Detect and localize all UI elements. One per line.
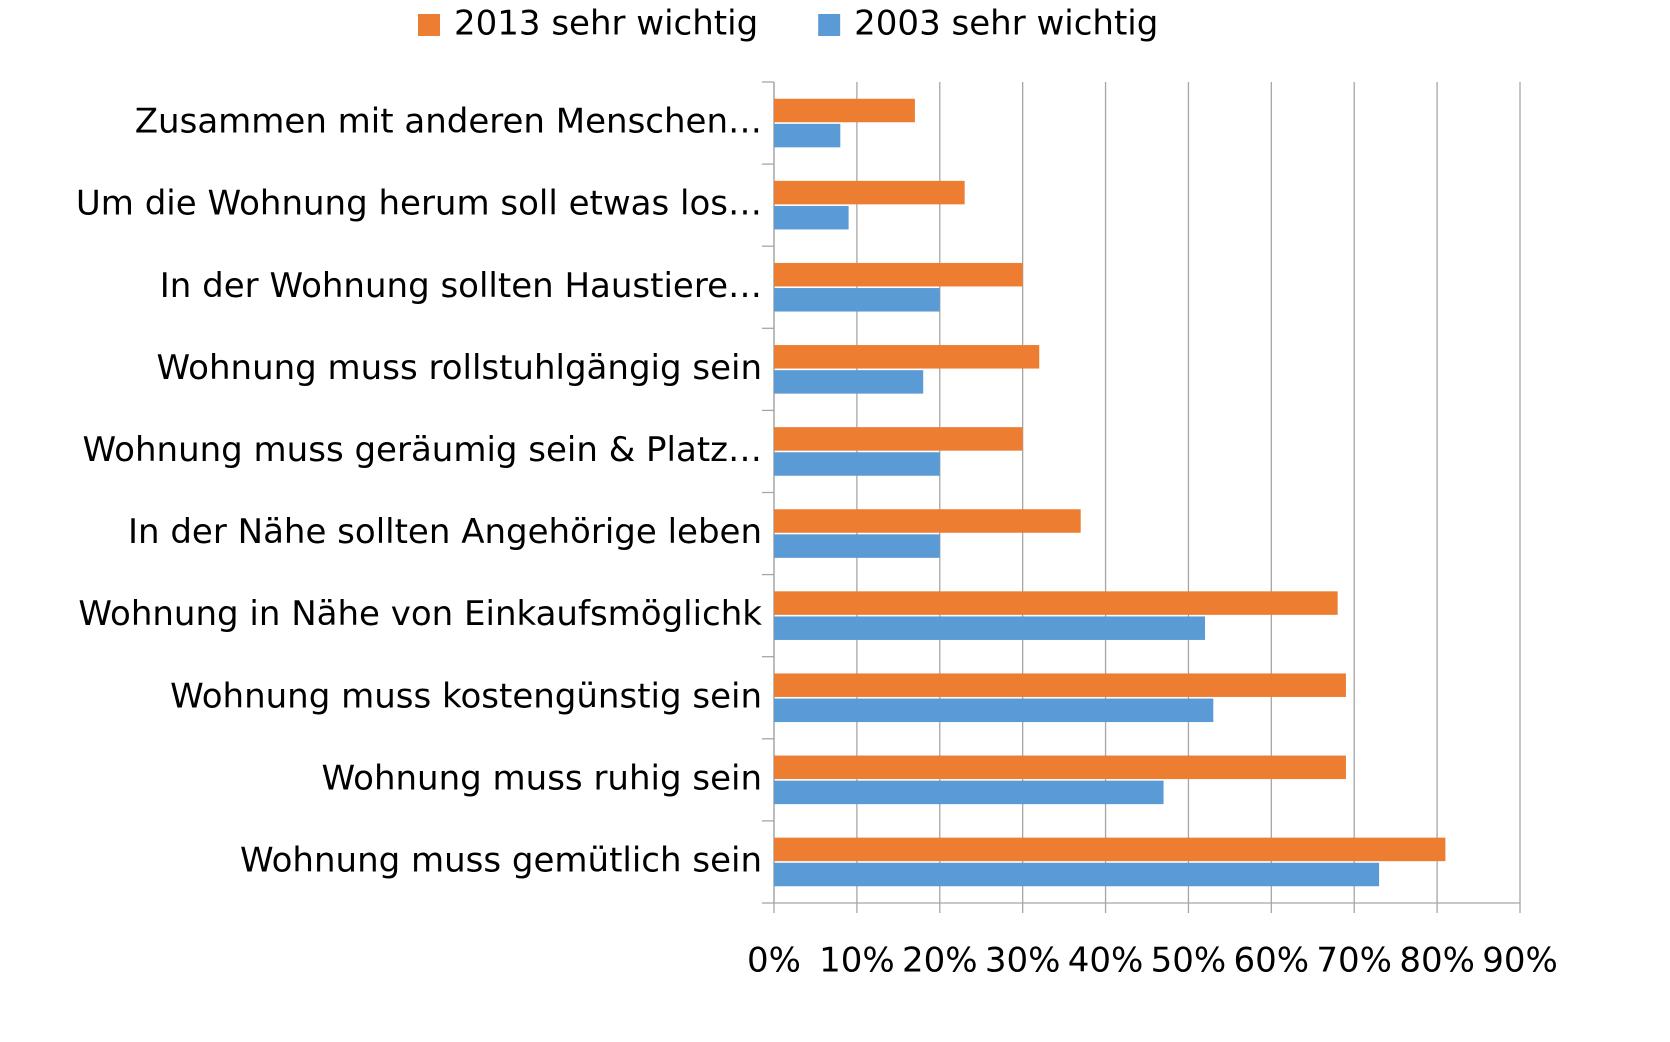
x-tick-label: 10%	[819, 941, 895, 981]
bar	[774, 755, 1346, 780]
y-tick-label: Wohnung in Nähe von Einkaufsmöglichk	[78, 594, 762, 634]
y-tick-label: Wohnung muss geräumig sein & Platz…	[83, 430, 762, 470]
y-tick-label: Zusammen mit anderen Menschen…	[135, 102, 762, 142]
bar	[774, 698, 1214, 723]
bar	[774, 591, 1338, 615]
x-tick-label: 40%	[1068, 941, 1144, 981]
legend-label: 2003 sehr wichtig	[854, 4, 1158, 44]
bar	[774, 534, 940, 558]
bar	[774, 98, 915, 123]
y-tick-label: In der Wohnung sollten Haustiere…	[160, 266, 762, 306]
bar	[774, 509, 1081, 533]
bar	[774, 837, 1446, 862]
bar	[774, 452, 940, 476]
x-tick-label: 60%	[1234, 941, 1310, 981]
y-tick-label: In der Nähe sollten Angehörige leben	[128, 512, 762, 552]
y-tick-label: Wohnung muss gemütlich sein	[240, 840, 762, 880]
bar	[774, 427, 1023, 451]
y-tick-label: Wohnung muss kostengünstig sein	[170, 676, 762, 716]
legend-label: 2013 sehr wichtig	[454, 4, 758, 44]
bar	[774, 616, 1206, 640]
bar	[774, 262, 1023, 287]
bar	[774, 205, 849, 230]
x-tick-label: 50%	[1151, 941, 1227, 981]
y-tick-label: Wohnung muss ruhig sein	[322, 758, 762, 798]
x-tick-label: 0%	[747, 941, 801, 981]
x-tick-label: 80%	[1399, 941, 1475, 981]
x-tick-label: 30%	[985, 941, 1061, 981]
legend-swatch	[818, 14, 841, 36]
bar	[774, 673, 1346, 697]
bar	[774, 180, 965, 205]
x-tick-label: 90%	[1482, 941, 1558, 981]
bar	[774, 370, 924, 394]
y-tick-label: Wohnung muss rollstuhlgängig sein	[157, 348, 762, 388]
bar	[774, 862, 1380, 887]
bar	[774, 123, 841, 148]
y-tick-label: Um die Wohnung herum soll etwas los…	[76, 184, 762, 224]
x-tick-label: 70%	[1316, 941, 1392, 981]
bar	[774, 780, 1164, 805]
bar	[774, 345, 1040, 369]
bar	[774, 288, 940, 312]
legend-swatch	[418, 14, 440, 36]
x-tick-label: 20%	[902, 941, 978, 981]
